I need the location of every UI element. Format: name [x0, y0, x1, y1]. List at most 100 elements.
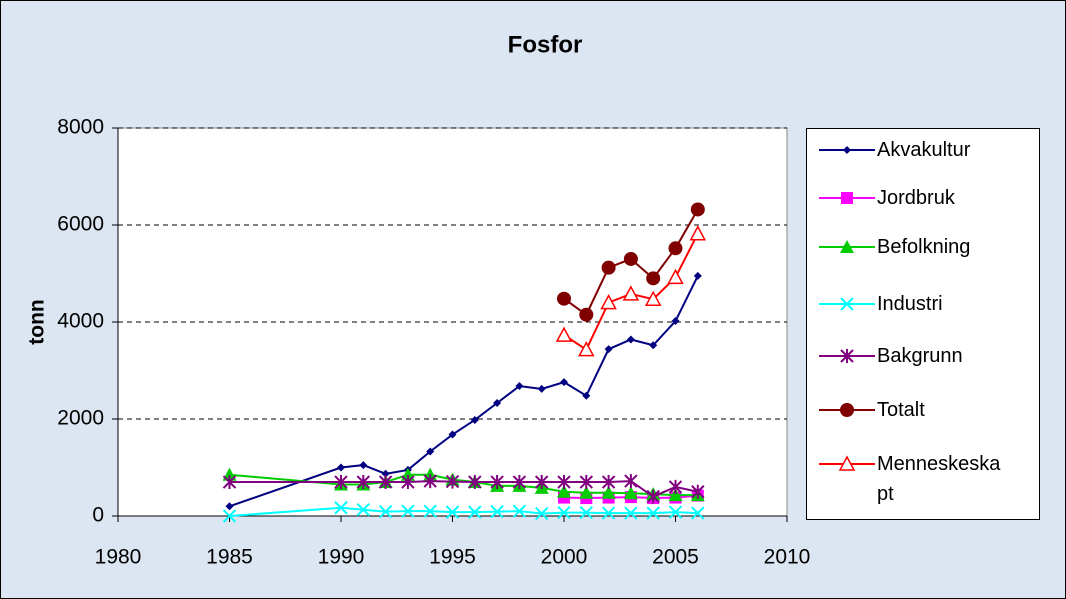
- legend-label: Befolkning: [877, 236, 971, 258]
- marker: [668, 505, 683, 519]
- y-tick-label: 4000: [57, 310, 104, 333]
- legend-key: [819, 240, 875, 253]
- y-tick-label: 2000: [57, 407, 104, 430]
- marker: [448, 430, 457, 439]
- x-tick-label: 2005: [652, 546, 699, 569]
- marker: [468, 505, 482, 519]
- marker: [668, 241, 683, 256]
- marker: [623, 251, 638, 266]
- marker: [626, 335, 635, 344]
- marker: [601, 475, 616, 490]
- marker: [668, 488, 683, 502]
- legend-key: [819, 146, 875, 154]
- marker: [534, 475, 549, 490]
- marker: [356, 502, 371, 517]
- marker: [600, 294, 617, 310]
- marker: [578, 341, 595, 357]
- y-axis-label: tonn: [26, 299, 49, 344]
- x-tick-label: 1995: [429, 546, 476, 569]
- marker: [691, 484, 705, 499]
- marker: [668, 479, 683, 494]
- marker: [671, 317, 680, 326]
- legend-key: [819, 455, 875, 471]
- legend-item: Akvakultur: [817, 135, 1003, 165]
- legend-item: Jordbruk: [817, 183, 1003, 213]
- marker: [337, 463, 345, 472]
- marker: [537, 384, 546, 393]
- marker: [334, 501, 348, 515]
- marker: [555, 326, 573, 342]
- marker: [557, 291, 571, 306]
- marker: [359, 461, 368, 470]
- marker: [445, 505, 460, 519]
- x-tick-label: 1985: [206, 546, 253, 569]
- marker: [646, 271, 661, 286]
- marker: [356, 475, 371, 490]
- marker: [579, 485, 594, 499]
- y-tick-label: 8000: [57, 116, 104, 139]
- legend-key: [819, 403, 875, 417]
- legend-label: Jordbruk: [877, 187, 955, 209]
- legend-key: [819, 297, 875, 311]
- marker: [557, 484, 571, 498]
- marker: [579, 475, 594, 490]
- legend-item: Befolkning: [817, 232, 1003, 262]
- legend-label: Akvakultur: [877, 139, 971, 161]
- marker: [423, 474, 437, 489]
- marker: [601, 506, 616, 520]
- marker: [624, 506, 638, 520]
- legend-key: [819, 349, 875, 363]
- chart-title: Fosfor: [508, 31, 583, 58]
- marker: [512, 504, 527, 518]
- marker: [534, 506, 549, 521]
- marker: [838, 455, 856, 471]
- y-tick-label: 0: [92, 504, 104, 527]
- marker: [624, 474, 638, 489]
- x-tick-label: 1980: [95, 546, 142, 569]
- marker: [579, 307, 594, 322]
- marker: [691, 506, 705, 520]
- x-tick-label: 2010: [764, 546, 811, 569]
- marker: [490, 475, 504, 490]
- marker: [493, 398, 502, 407]
- marker: [843, 146, 851, 154]
- marker: [646, 489, 660, 504]
- marker: [840, 297, 854, 311]
- marker: [689, 225, 707, 241]
- marker: [378, 504, 393, 519]
- legend-item: Menneskeskapt: [817, 449, 1003, 509]
- x-tick-label: 1990: [318, 546, 365, 569]
- marker: [667, 268, 684, 285]
- marker: [840, 403, 854, 417]
- marker: [841, 192, 853, 204]
- marker: [512, 475, 527, 490]
- marker: [222, 475, 237, 490]
- legend-key: [819, 192, 875, 204]
- marker: [423, 504, 437, 518]
- legend: Akvakultur Jordbruk Befolkning Industri Bakg…: [806, 128, 1040, 520]
- marker: [623, 486, 638, 500]
- legend-item: Bakgrunn: [817, 341, 1003, 371]
- marker: [557, 475, 571, 490]
- series-line: [229, 506, 698, 517]
- marker: [601, 260, 616, 275]
- marker: [445, 474, 460, 489]
- marker: [604, 345, 613, 354]
- marker: [381, 469, 390, 478]
- marker: [468, 475, 482, 490]
- marker: [690, 202, 705, 217]
- marker: [840, 349, 854, 363]
- marker: [426, 447, 435, 456]
- marker: [649, 341, 658, 350]
- legend-label: Bakgrunn: [877, 345, 963, 367]
- marker: [560, 378, 568, 387]
- legend-label: Totalt: [877, 399, 925, 421]
- marker: [490, 504, 504, 519]
- marker: [646, 506, 660, 520]
- x-tick-label: 2000: [541, 546, 588, 569]
- marker: [644, 290, 662, 306]
- y-tick-label: 6000: [57, 213, 104, 236]
- marker: [334, 475, 348, 490]
- series-line: [229, 275, 699, 508]
- marker: [579, 505, 594, 520]
